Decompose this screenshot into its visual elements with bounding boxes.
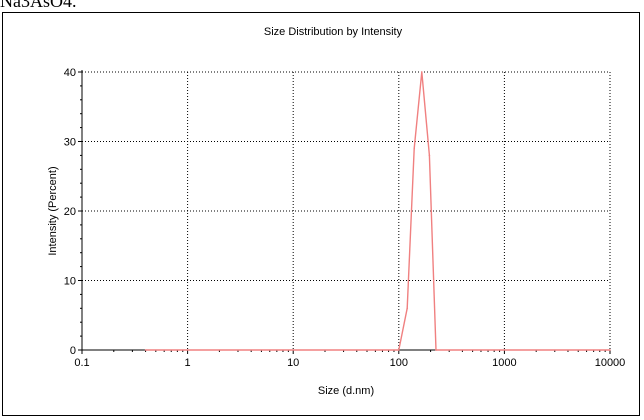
- y-tick-label: 40: [64, 67, 76, 79]
- data-point: [398, 349, 400, 351]
- x-tick-label: 100: [390, 357, 408, 369]
- y-tick-label: 10: [64, 276, 76, 288]
- data-point: [428, 154, 431, 157]
- grid-layer: [82, 71, 611, 350]
- x-tick-label: 0.1: [74, 357, 89, 369]
- y-axis-label: Intensity (Percent): [47, 166, 59, 255]
- intensity-series-line: [145, 71, 610, 351]
- chart-frame: [2, 12, 640, 416]
- data-point: [435, 349, 437, 351]
- y-tick-label: 30: [64, 137, 76, 149]
- data-point: [421, 71, 423, 73]
- tick-layer: 0.1 1 10 100 1000 10000 0 10 20 30 40: [64, 67, 626, 369]
- x-tick-label: 1000: [492, 357, 516, 369]
- x-axis-label: Size (d.nm): [318, 385, 374, 397]
- axis-layer: [81, 70, 610, 351]
- data-point: [406, 307, 409, 310]
- y-tick-label: 0: [70, 345, 76, 357]
- x-tick-label: 10: [287, 357, 299, 369]
- x-tick-label: 10000: [595, 357, 626, 369]
- series-layer: [144, 71, 611, 351]
- x-tick-label: 1: [185, 357, 191, 369]
- top-caption: Na3AsO4.: [0, 0, 77, 11]
- data-point: [413, 147, 416, 150]
- y-tick-label: 20: [64, 206, 76, 218]
- data-point: [144, 349, 147, 351]
- data-point: [609, 349, 611, 351]
- chart-title: Size Distribution by Intensity: [264, 26, 403, 38]
